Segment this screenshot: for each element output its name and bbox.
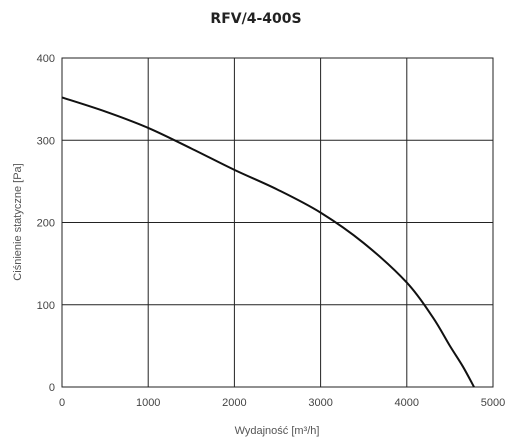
y-tick-label: 0 xyxy=(49,382,55,394)
fan-curve-line xyxy=(61,96,475,388)
x-axis-label: Wydajność [m³/h] xyxy=(235,425,320,437)
x-tick-label: 2000 xyxy=(222,397,246,409)
x-tick-label: 0 xyxy=(59,397,65,409)
y-tick-label: 400 xyxy=(37,53,55,65)
y-axis-label: Ciśnienie statyczne [Pa] xyxy=(12,163,24,280)
x-tick-label: 3000 xyxy=(308,397,332,409)
y-tick-labels: 0 100 200 300 400 xyxy=(37,53,55,394)
x-tick-labels: 0 1000 2000 3000 4000 5000 xyxy=(59,397,505,409)
y-tick-label: 200 xyxy=(37,218,55,230)
x-tick-label: 1000 xyxy=(136,397,160,409)
grid-lines xyxy=(61,57,494,388)
x-tick-label: 5000 xyxy=(481,397,505,409)
x-tick-label: 4000 xyxy=(395,397,419,409)
plot-area-frame xyxy=(61,57,494,388)
y-tick-label: 300 xyxy=(37,135,55,147)
series-layer xyxy=(61,96,475,388)
chart-title: RFV/4-400S xyxy=(210,11,301,27)
y-tick-label: 100 xyxy=(37,300,55,312)
